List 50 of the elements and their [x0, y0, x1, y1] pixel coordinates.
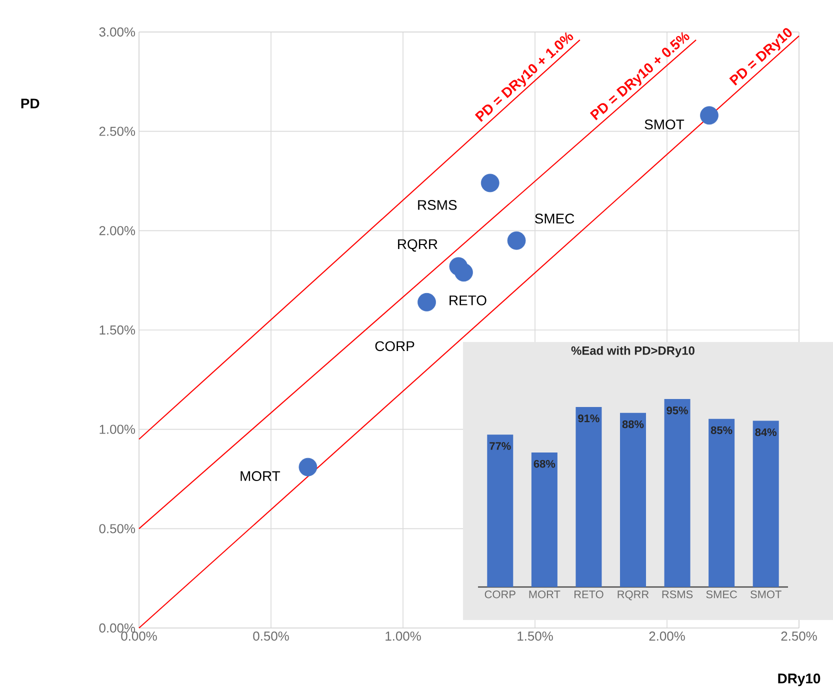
x-axis-title: DRy10: [778, 674, 820, 686]
bar: [487, 434, 514, 587]
x-tick-label: 0.50%: [253, 632, 289, 641]
bar: [752, 420, 779, 587]
x-tick-label: SMEC: [706, 590, 737, 598]
x-tick-label: 0.00%: [121, 632, 157, 641]
annotation: SMOT: [644, 119, 684, 130]
y-tick-label: 2.50%: [99, 126, 136, 136]
data-label: 85%: [710, 426, 732, 434]
annotation: RQRR: [398, 239, 438, 252]
x-tick-label: SMOT: [750, 590, 782, 598]
x-tick-label: MORT: [529, 590, 560, 598]
point: [507, 231, 526, 250]
x-tick-label: 2.50%: [781, 632, 817, 641]
point: [454, 263, 473, 282]
point: [298, 458, 318, 476]
chart-title: %Ead with PD>DRy10: [571, 346, 694, 358]
annotation: CORP: [375, 341, 414, 352]
data-label: 77%: [490, 442, 511, 450]
bar: [708, 418, 735, 587]
annotation: RETO: [450, 295, 486, 306]
x-tick-label: RQRR: [618, 590, 649, 600]
y-tick-label: 2.00%: [99, 226, 136, 236]
point: [480, 174, 500, 192]
y-tick-label: 1.50%: [100, 325, 136, 335]
data-label: 95%: [666, 406, 688, 414]
y-tick-label: 0.00%: [99, 623, 136, 633]
x-tick-label: 2.00%: [649, 632, 685, 641]
point: [418, 292, 436, 312]
y-tick-label: 1.00%: [100, 424, 136, 434]
data-label: 84%: [755, 428, 777, 436]
data-label: 68%: [534, 460, 556, 468]
annotation: MORT: [240, 471, 280, 482]
data-label: 91%: [578, 414, 600, 422]
x-tick-label: RSMS: [662, 590, 693, 598]
bar: [664, 399, 690, 587]
bar: [576, 406, 602, 587]
data-label: 88%: [622, 420, 644, 428]
y-tick-label: 0.50%: [99, 524, 136, 534]
x-tick-label: RETO: [574, 590, 604, 598]
annotation: SMEC: [535, 214, 574, 224]
annotation: RSMS: [418, 200, 457, 210]
bar: [531, 452, 558, 587]
x-tick-label: CORP: [484, 590, 516, 598]
x-tick-label: 1.00%: [386, 632, 421, 641]
bar: [620, 412, 646, 587]
y-axis-title: PD: [21, 98, 40, 108]
x-tick-label: 1.50%: [518, 632, 553, 641]
y-tick-label: 3.00%: [99, 27, 136, 37]
point: [700, 106, 718, 125]
